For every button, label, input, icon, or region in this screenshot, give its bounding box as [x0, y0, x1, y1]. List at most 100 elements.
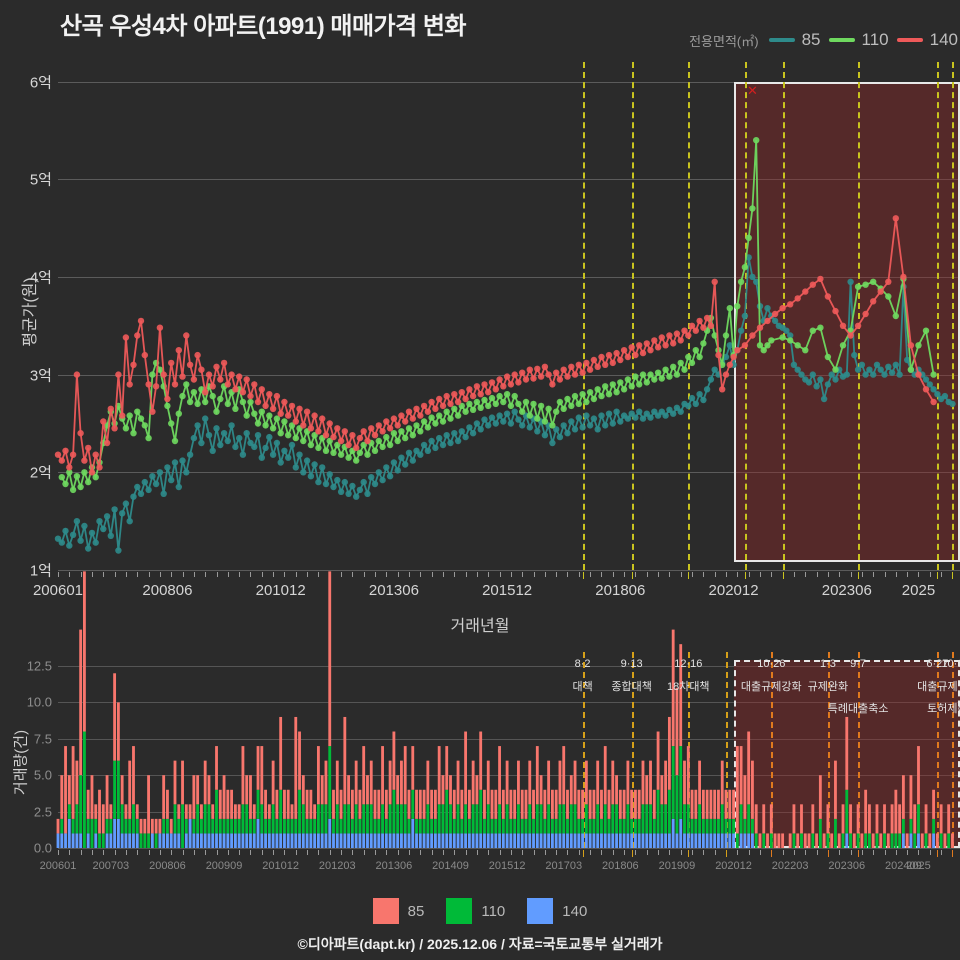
series-point	[236, 373, 243, 380]
bar-segment	[116, 760, 120, 819]
tick	[420, 572, 422, 577]
series-point	[477, 391, 484, 398]
bar-segment	[577, 833, 581, 848]
bar-segment	[437, 746, 441, 805]
series-point	[734, 303, 741, 310]
series-point	[190, 376, 198, 383]
bar-segment	[354, 833, 358, 848]
series-point	[186, 451, 194, 458]
series-point	[368, 425, 375, 432]
volume-legend-item-110[interactable]: 110	[446, 898, 505, 924]
tick	[159, 572, 161, 577]
price-legend-item-85[interactable]: 85	[768, 30, 821, 50]
volume-legend-item-140[interactable]: 140	[527, 898, 587, 924]
series-point	[670, 340, 677, 347]
series-point	[779, 334, 786, 341]
series-point	[469, 430, 477, 437]
bar-segment	[60, 818, 64, 834]
bar-segment	[381, 804, 384, 834]
series-point	[696, 317, 703, 325]
series-point	[194, 400, 201, 408]
series-point	[443, 408, 450, 415]
bar-segment	[94, 804, 98, 819]
legend-label-85: 85	[801, 30, 821, 49]
bar-segment	[743, 818, 747, 834]
series-point	[194, 351, 201, 359]
series-point	[224, 437, 231, 445]
series-point	[122, 500, 130, 507]
bar-segment	[430, 789, 434, 819]
bar-segment	[241, 833, 245, 848]
page-title: 산곡 우성4차 아파트(1991) 매매가격 변화	[60, 13, 467, 40]
bar-segment	[701, 789, 705, 819]
tick	[454, 850, 456, 855]
series-point	[779, 305, 786, 312]
series-point	[409, 415, 416, 422]
series-point	[436, 434, 443, 442]
bar-segment	[584, 760, 588, 805]
series-point	[217, 376, 224, 383]
bar-segment	[196, 804, 200, 834]
tick	[544, 850, 546, 855]
bar-segment	[430, 818, 434, 834]
bar-segment	[150, 833, 154, 848]
tick	[737, 572, 739, 577]
bar-segment	[577, 789, 581, 819]
tick	[341, 850, 343, 855]
series-point	[183, 381, 190, 388]
series-point	[81, 522, 88, 530]
bar-segment	[558, 760, 562, 805]
series-point	[688, 394, 696, 402]
series-point	[787, 301, 794, 308]
policy-vline	[582, 652, 585, 848]
bar-segment	[913, 804, 917, 834]
bar-segment	[252, 818, 256, 834]
tick	[759, 572, 761, 577]
series-point	[500, 398, 507, 406]
series-point	[703, 386, 711, 393]
bar-segment	[143, 833, 147, 848]
bar-segment	[864, 789, 868, 834]
tick	[680, 572, 682, 577]
bar-segment	[909, 775, 913, 819]
bar-segment	[226, 789, 230, 819]
series-point	[545, 371, 552, 378]
tick	[635, 850, 637, 855]
tick	[91, 850, 93, 855]
bar-segment	[667, 833, 671, 848]
bar-segment	[267, 833, 271, 848]
gridline	[58, 570, 960, 571]
series-point	[617, 356, 624, 364]
bar-segment	[618, 789, 622, 819]
bar-segment	[452, 833, 456, 848]
bar-segment	[184, 818, 188, 834]
bar-segment	[105, 775, 109, 819]
bar-segment	[211, 818, 215, 834]
series-point	[594, 363, 601, 370]
bar-segment	[837, 833, 841, 848]
bar-segment	[86, 789, 90, 819]
price-legend-item-110[interactable]: 110	[828, 30, 889, 50]
tick	[431, 850, 433, 855]
series-point	[847, 332, 854, 339]
bar-segment	[660, 775, 664, 805]
series-point	[568, 418, 575, 425]
series-point	[371, 480, 379, 488]
series-point	[232, 386, 239, 393]
series-point	[643, 379, 650, 386]
price-chart-plot: ✕	[54, 62, 960, 571]
series-point	[583, 412, 590, 419]
tick	[307, 850, 309, 855]
series-point	[156, 324, 164, 331]
tick-policy	[937, 572, 939, 579]
series-point	[802, 288, 809, 295]
bar-segment	[298, 731, 301, 790]
bar-segment	[369, 760, 373, 805]
bar-segment	[928, 833, 932, 848]
price-legend-item-140[interactable]: 140	[896, 30, 958, 50]
volume-legend-item-85[interactable]: 85	[372, 898, 424, 924]
series-point	[794, 342, 801, 349]
tick	[159, 850, 161, 855]
gridline	[58, 666, 960, 667]
tick	[114, 850, 116, 855]
